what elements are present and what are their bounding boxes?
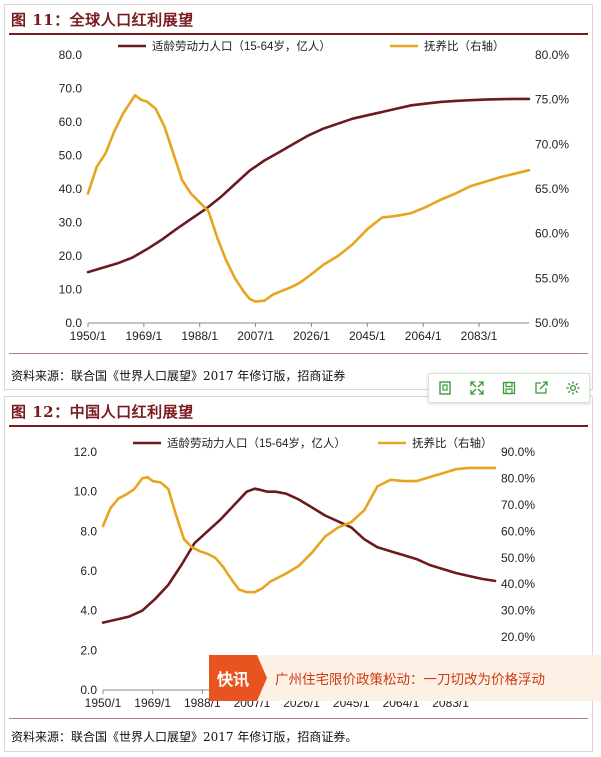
source-note: 资料来源：联合国《世界人口展望》2017 年修订版，招商证券。 (11, 730, 358, 744)
labor-force-line (101, 487, 497, 624)
y-left-tick-label: 20.0 (59, 249, 83, 263)
labor-force-line (86, 97, 531, 274)
x-tick-label: 2045/1 (349, 329, 386, 343)
y-left-tick-label: 6.0 (80, 564, 97, 578)
y-left-tick-label: 10.0 (74, 485, 98, 499)
x-tick-label: 1950/1 (70, 329, 107, 343)
legend-label-labor: 适龄劳动力人口（15-64岁，亿人） (152, 39, 331, 53)
y-right-tick-label: 30.0% (501, 604, 535, 618)
y-right-tick-label: 40.0% (501, 577, 535, 591)
x-tick-label: 2064/1 (405, 329, 442, 343)
y-right-tick-label: 50.0% (535, 316, 569, 330)
dependency-ratio-line (86, 93, 531, 303)
y-left-tick-label: 4.0 (80, 604, 97, 618)
legend-label-dependency: 抚养比（右轴） (424, 39, 505, 53)
x-tick-label: 1969/1 (134, 696, 171, 710)
gear-icon[interactable] (562, 377, 584, 399)
legend-label-dependency: 抚养比（右轴） (412, 436, 493, 450)
news-tag: 快讯 (209, 655, 267, 701)
y-left-tick-label: 40.0 (59, 182, 83, 196)
news-ticker[interactable]: 快讯 广州住宅限价政策松动：一刀切改为价格浮动 (209, 655, 601, 701)
y-right-tick-label: 70.0% (501, 498, 535, 512)
source-note: 资料来源：联合国《世界人口展望》2017 年修订版，招商证券 (11, 369, 346, 383)
y-right-tick-label: 70.0% (535, 137, 569, 151)
legend-label-labor: 适龄劳动力人口（15-64岁，亿人） (167, 436, 346, 450)
share-icon[interactable] (530, 377, 552, 399)
news-headline-link[interactable]: 广州住宅限价政策松动：一刀切改为价格浮动 (257, 655, 601, 701)
save-icon[interactable] (498, 377, 520, 399)
y-left-tick-label: 2.0 (80, 643, 97, 657)
title-rule (9, 425, 588, 427)
x-tick-label: 2083/1 (461, 329, 498, 343)
y-right-tick-label: 55.0% (535, 271, 569, 285)
title-rule (9, 33, 588, 35)
y-right-tick-label: 50.0% (501, 551, 535, 565)
y-left-tick-label: 0.0 (80, 683, 97, 697)
chart-title: 图 12：中国人口红利展望 (11, 403, 194, 421)
y-left-tick-label: 0.0 (65, 316, 82, 330)
y-right-tick-label: 80.0% (535, 48, 569, 62)
y-right-tick-label: 65.0% (535, 182, 569, 196)
x-tick-label: 1950/1 (85, 696, 122, 710)
y-left-tick-label: 70.0 (59, 82, 83, 96)
y-right-tick-label: 60.0% (501, 524, 535, 538)
y-left-tick-label: 50.0 (59, 149, 83, 163)
source-rule (9, 353, 588, 354)
dependency-ratio-line (101, 466, 497, 594)
y-right-tick-label: 80.0% (501, 471, 535, 485)
source-rule (9, 718, 588, 719)
y-left-tick-label: 8.0 (80, 524, 97, 538)
y-right-tick-label: 75.0% (535, 93, 569, 107)
y-right-tick-label: 90.0% (501, 445, 535, 459)
floating-toolbar (428, 373, 590, 403)
y-left-tick-label: 60.0 (59, 115, 83, 129)
x-tick-label: 2007/1 (237, 329, 274, 343)
chart-title: 图 11：全球人口红利展望 (11, 11, 194, 29)
x-tick-label: 1969/1 (126, 329, 163, 343)
y-right-tick-label: 20.0% (501, 630, 535, 644)
x-tick-label: 2026/1 (293, 329, 330, 343)
y-left-tick-label: 12.0 (74, 445, 98, 459)
y-left-tick-label: 30.0 (59, 216, 83, 230)
bookmark-icon[interactable] (434, 377, 456, 399)
y-left-tick-label: 10.0 (59, 283, 83, 297)
y-left-tick-label: 80.0 (59, 48, 83, 62)
x-tick-label: 1988/1 (181, 329, 218, 343)
expand-icon[interactable] (466, 377, 488, 399)
chart-panel-global: 图 11：全球人口红利展望 资料来源：联合国《世界人口展望》2017 年修订版，… (4, 4, 593, 390)
y-right-tick-label: 60.0% (535, 227, 569, 241)
